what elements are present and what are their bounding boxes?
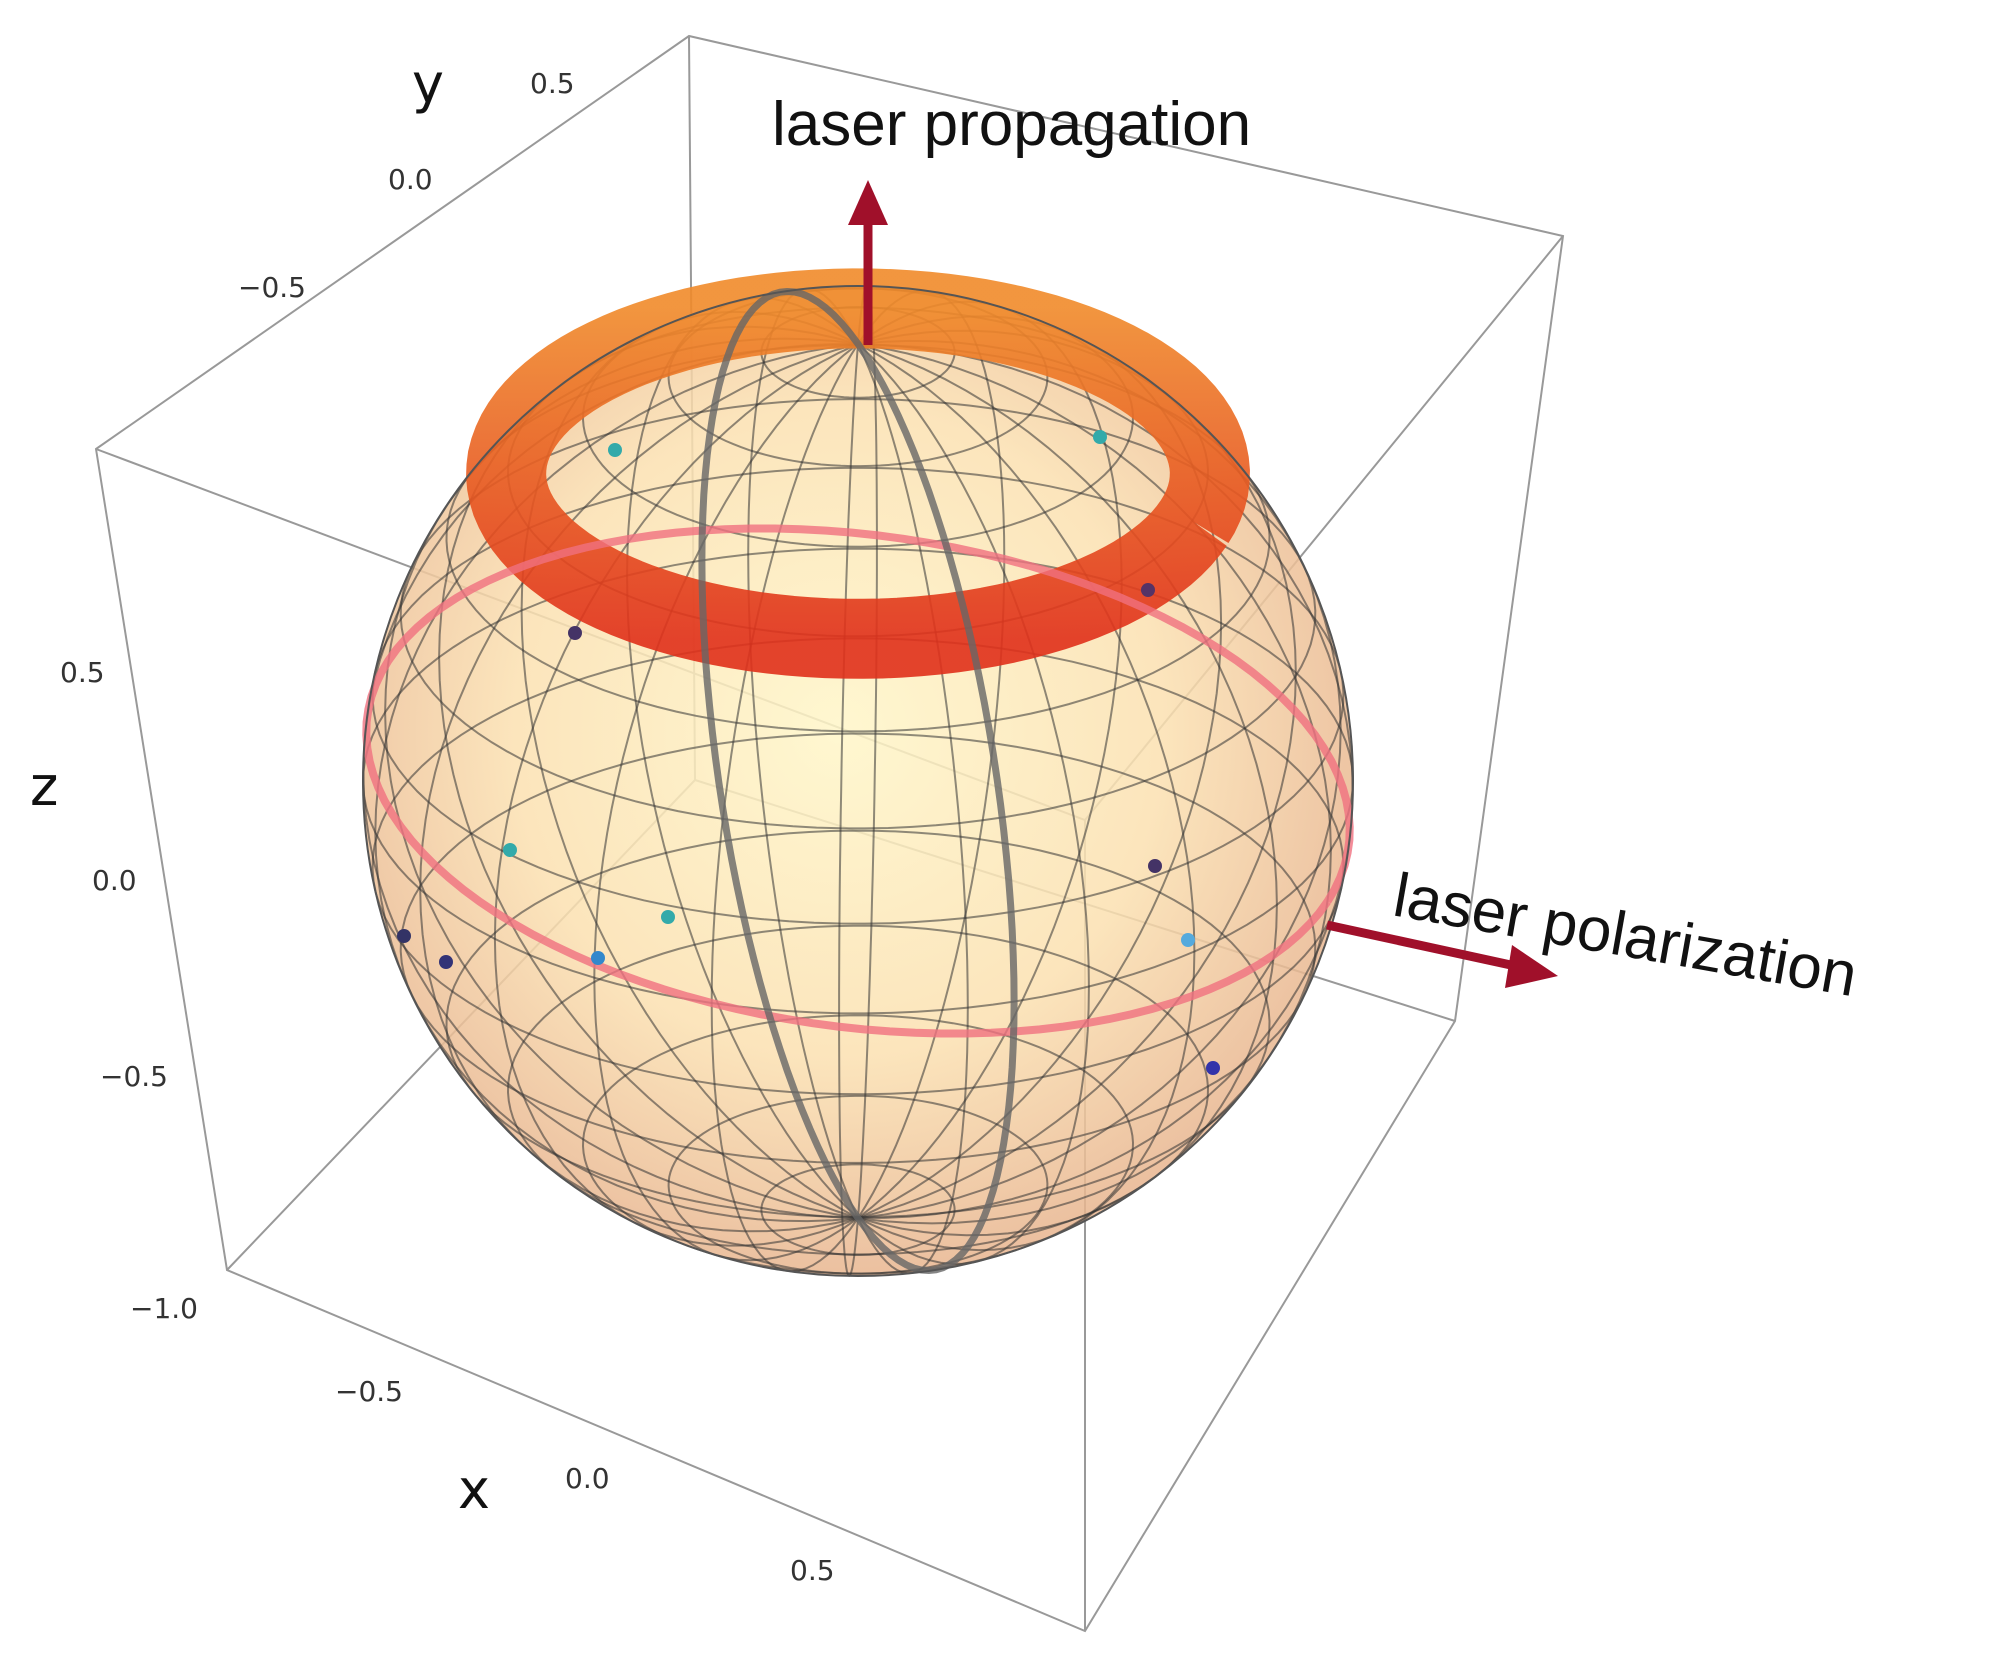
arrow-head	[848, 180, 888, 225]
sphere-body	[363, 286, 1353, 1276]
arrow-head	[1505, 945, 1558, 988]
axis-label: x	[458, 1458, 490, 1521]
axis-label: y	[412, 52, 444, 115]
tick-label: 0.0	[565, 1462, 610, 1495]
scatter-point	[439, 955, 453, 969]
sphere	[361, 268, 1355, 1277]
tick-label: 0.5	[790, 1554, 835, 1587]
tick-label: 0.5	[60, 656, 105, 689]
scatter-point	[661, 910, 675, 924]
scatter-point	[503, 843, 517, 857]
axis-label: z	[30, 755, 58, 818]
scatter-point	[397, 929, 411, 943]
scatter-point	[1093, 430, 1107, 444]
tick-label: 0.0	[388, 163, 433, 196]
scatter-point	[1141, 583, 1155, 597]
tick-label: −0.5	[100, 1060, 168, 1093]
scatter-point	[1148, 859, 1162, 873]
tick-label: 0.5	[530, 67, 575, 100]
scatter-point	[568, 626, 582, 640]
polarization-arrow	[1326, 920, 1521, 972]
sphere-outline	[362, 285, 1354, 1277]
tick-label: 0.0	[92, 864, 137, 897]
scatter-point	[591, 951, 605, 965]
emission-band	[466, 268, 1250, 679]
polarization-circle	[362, 524, 1354, 1038]
tick-label: −0.5	[335, 1375, 403, 1408]
arrows	[848, 180, 1558, 988]
annotation: laser propagation	[772, 90, 1251, 159]
scatter-point	[1181, 933, 1195, 947]
scatter-point	[1206, 1061, 1220, 1075]
scatter-point	[608, 443, 622, 457]
tick-label: −1.0	[130, 1292, 198, 1325]
tick-label: −0.5	[238, 271, 306, 304]
